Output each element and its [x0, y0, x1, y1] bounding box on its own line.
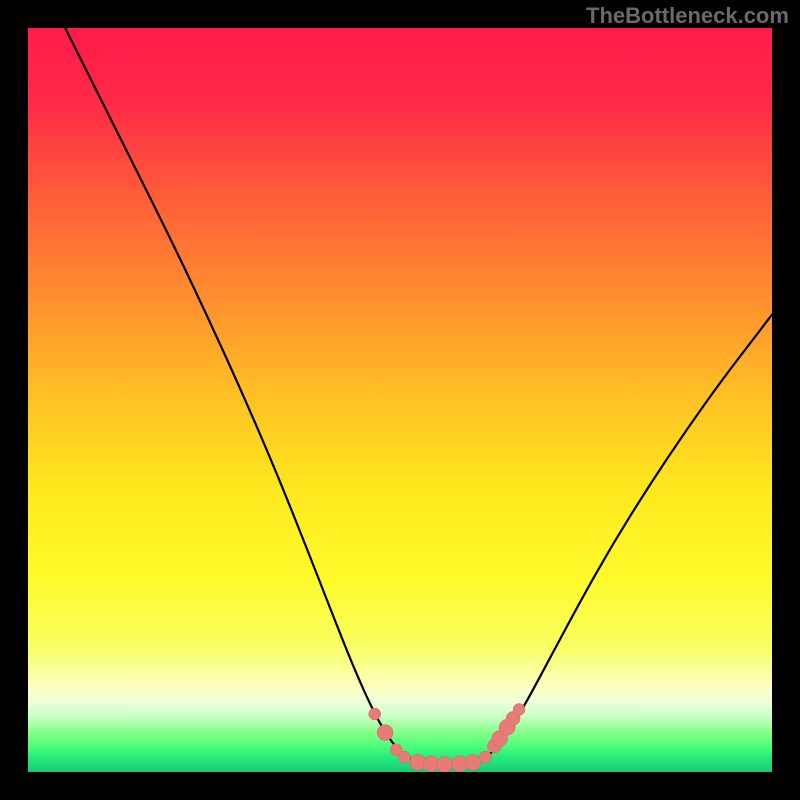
curve-marker	[480, 751, 492, 763]
curve-marker	[465, 754, 481, 770]
curve-marker	[398, 751, 410, 763]
curve-marker	[437, 757, 453, 773]
curve-marker	[513, 704, 525, 716]
bottleneck-chart	[0, 0, 800, 800]
curve-marker	[369, 708, 381, 720]
watermark-text: TheBottleneck.com	[586, 3, 789, 29]
curve-marker	[377, 725, 393, 741]
